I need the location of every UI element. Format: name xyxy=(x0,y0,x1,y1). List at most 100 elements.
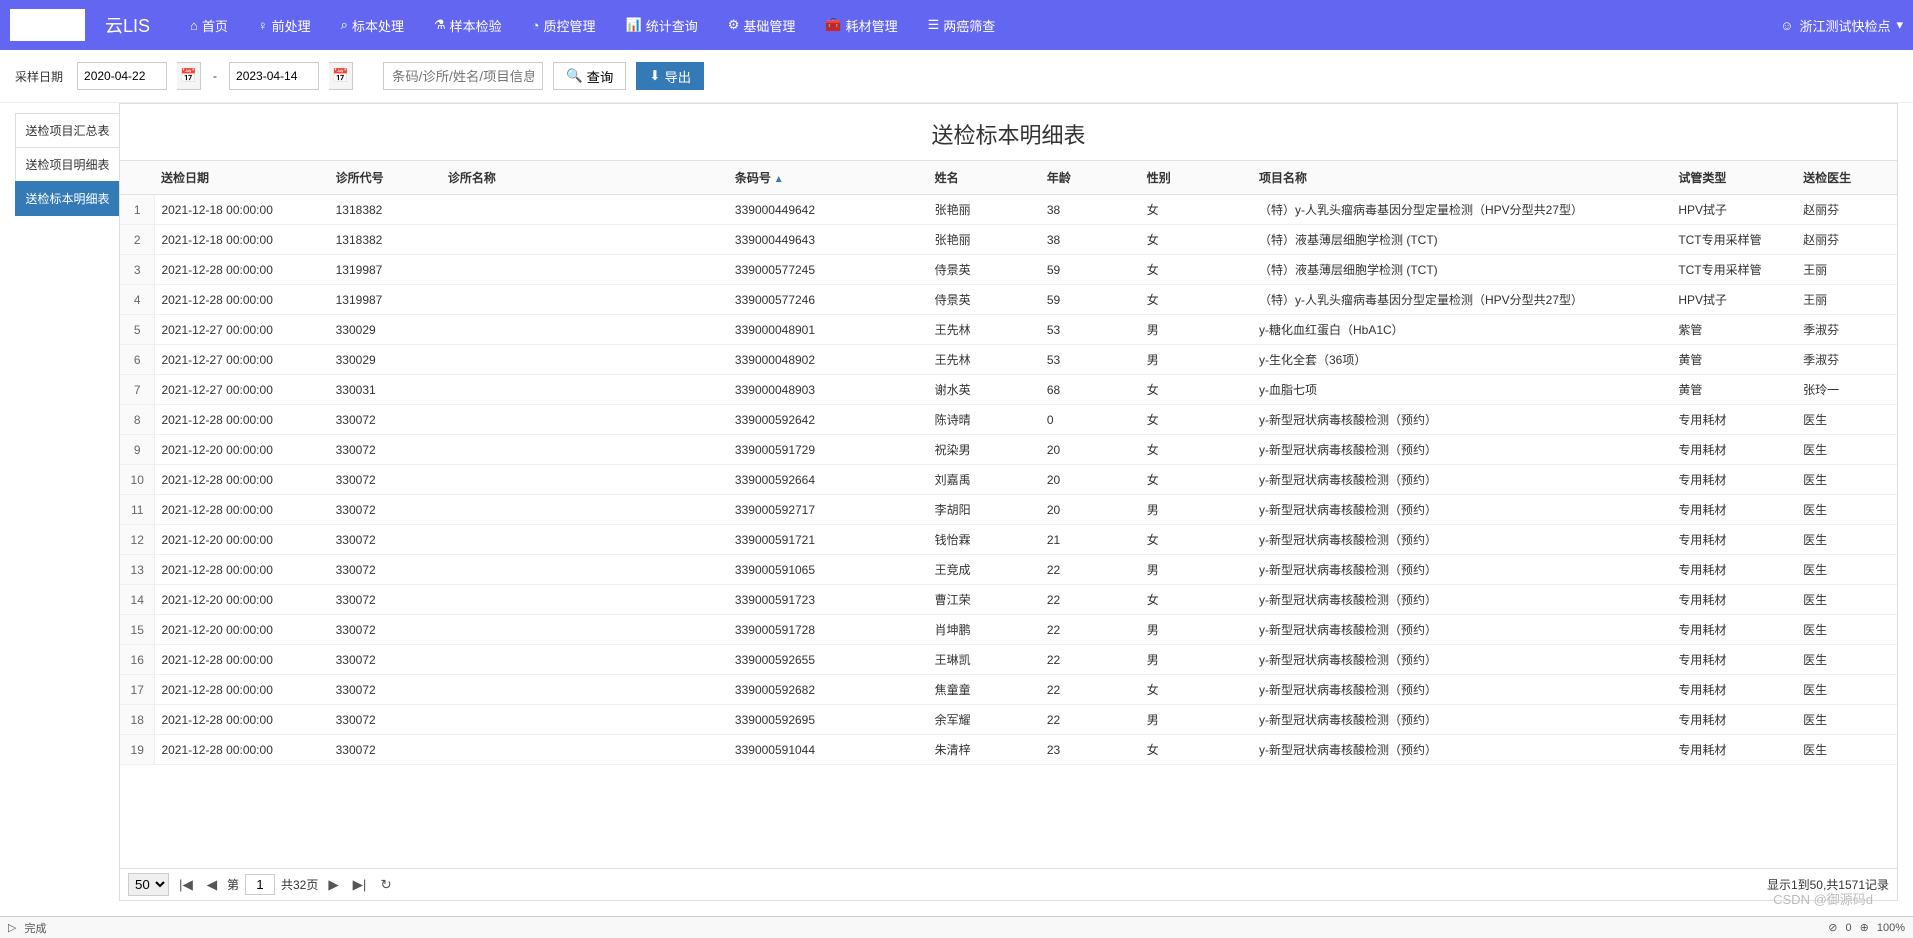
table-cell: 2021-12-28 00:00:00 xyxy=(155,405,330,435)
table-cell: 339000048903 xyxy=(729,375,929,405)
nav-item-4[interactable]: ◔质控管理 xyxy=(532,16,596,35)
nav-item-8[interactable]: ☰两癌筛查 xyxy=(928,16,996,35)
table-cell: 医生 xyxy=(1797,435,1897,465)
export-button[interactable]: ⬇ 导出 xyxy=(636,62,704,90)
table-cell: 张玲一 xyxy=(1797,375,1897,405)
table-cell: 侍景英 xyxy=(929,285,1041,315)
first-page-button[interactable]: |◀ xyxy=(175,875,197,895)
table-row[interactable]: 82021-12-28 00:00:00330072339000592642陈诗… xyxy=(120,405,1897,435)
column-header[interactable]: 送检日期 xyxy=(155,161,330,195)
table-cell: 339000592664 xyxy=(729,465,929,495)
date-to-calendar-button[interactable]: 📅 xyxy=(329,62,353,90)
table-row[interactable]: 32021-12-28 00:00:001319987339000577245侍… xyxy=(120,255,1897,285)
table-row[interactable]: 152021-12-20 00:00:00330072339000591728肖… xyxy=(120,615,1897,645)
table-row[interactable]: 62021-12-27 00:00:00330029339000048902王先… xyxy=(120,345,1897,375)
table-cell: 医生 xyxy=(1797,615,1897,645)
side-tab-0[interactable]: 送检项目汇总表 xyxy=(15,113,120,148)
table-row[interactable]: 192021-12-28 00:00:00330072339000591044朱… xyxy=(120,735,1897,765)
table-row[interactable]: 92021-12-20 00:00:00330072339000591729祝染… xyxy=(120,435,1897,465)
date-to-input[interactable] xyxy=(229,62,319,90)
page-size-select[interactable]: 50 xyxy=(128,873,169,896)
table-cell: （特）液基薄层细胞学检测 (TCT) xyxy=(1253,255,1672,285)
table-cell: 王丽 xyxy=(1797,285,1897,315)
table-cell: 13 xyxy=(120,555,155,585)
table-cell: y-新型冠状病毒核酸检测（预约） xyxy=(1253,525,1672,555)
table-row[interactable]: 132021-12-28 00:00:00330072339000591065王… xyxy=(120,555,1897,585)
column-header[interactable]: 项目名称 xyxy=(1253,161,1672,195)
table-cell xyxy=(442,645,729,675)
search-input[interactable] xyxy=(383,62,543,90)
table-cell: 专用耗材 xyxy=(1672,615,1797,645)
side-tab-1[interactable]: 送检项目明细表 xyxy=(15,147,120,182)
table-cell: y-新型冠状病毒核酸检测（预约） xyxy=(1253,555,1672,585)
table-row[interactable]: 182021-12-28 00:00:00330072339000592695余… xyxy=(120,705,1897,735)
last-page-button[interactable]: ▶| xyxy=(349,875,371,895)
column-header[interactable]: 诊所名称 xyxy=(442,161,729,195)
nav-item-0[interactable]: ⌂首页 xyxy=(190,16,228,35)
table-cell: 22 xyxy=(1041,675,1141,705)
table-cell: y-血脂七项 xyxy=(1253,375,1672,405)
nav-label: 质控管理 xyxy=(544,16,596,35)
table-row[interactable]: 122021-12-20 00:00:00330072339000591721钱… xyxy=(120,525,1897,555)
table-row[interactable]: 102021-12-28 00:00:00330072339000592664刘… xyxy=(120,465,1897,495)
table-cell: 15 xyxy=(120,615,155,645)
table-cell: 330029 xyxy=(330,315,442,345)
table-row[interactable]: 22021-12-18 00:00:001318382339000449643张… xyxy=(120,225,1897,255)
table-row[interactable]: 42021-12-28 00:00:001319987339000577246侍… xyxy=(120,285,1897,315)
table-row[interactable]: 162021-12-28 00:00:00330072339000592655王… xyxy=(120,645,1897,675)
column-header[interactable]: 年龄 xyxy=(1041,161,1141,195)
table-row[interactable]: 172021-12-28 00:00:00330072339000592682焦… xyxy=(120,675,1897,705)
column-header[interactable]: 条码号 ▲ xyxy=(729,161,929,195)
table-cell: 38 xyxy=(1041,195,1141,225)
table-cell: 钱怡霖 xyxy=(929,525,1041,555)
table-cell: HPV拭子 xyxy=(1672,195,1797,225)
date-from-calendar-button[interactable]: 📅 xyxy=(177,62,201,90)
table-cell: 20 xyxy=(1041,435,1141,465)
column-header[interactable]: 性别 xyxy=(1141,161,1253,195)
table-cell: y-新型冠状病毒核酸检测（预约） xyxy=(1253,705,1672,735)
nav-item-6[interactable]: ⚙基础管理 xyxy=(728,16,796,35)
table-cell: 330072 xyxy=(330,465,442,495)
table-cell: y-新型冠状病毒核酸检测（预约） xyxy=(1253,495,1672,525)
play-icon[interactable]: ▷ xyxy=(8,921,16,934)
page-label-post: 共32页 xyxy=(281,876,318,893)
table-row[interactable]: 52021-12-27 00:00:00330029339000048901王先… xyxy=(120,315,1897,345)
next-page-button[interactable]: ▶ xyxy=(324,875,342,895)
column-header[interactable] xyxy=(120,161,155,195)
page-number-input[interactable] xyxy=(245,874,275,895)
nav-item-1[interactable]: ♀前处理 xyxy=(258,16,311,35)
column-header[interactable]: 诊所代号 xyxy=(330,161,442,195)
nav-label: 样本检验 xyxy=(450,16,502,35)
nav-item-5[interactable]: 📊统计查询 xyxy=(626,16,698,35)
nav-item-2[interactable]: ⌕标本处理 xyxy=(341,16,404,35)
table-cell: y-新型冠状病毒核酸检测（预约） xyxy=(1253,645,1672,675)
prev-page-button[interactable]: ◀ xyxy=(203,875,221,895)
table-row[interactable]: 112021-12-28 00:00:00330072339000592717李… xyxy=(120,495,1897,525)
table-cell: 38 xyxy=(1041,225,1141,255)
table-cell: 339000591729 xyxy=(729,435,929,465)
column-header[interactable]: 姓名 xyxy=(929,161,1041,195)
table-row[interactable]: 72021-12-27 00:00:00330031339000048903谢水… xyxy=(120,375,1897,405)
table-cell: 女 xyxy=(1141,675,1253,705)
column-header[interactable]: 试管类型 xyxy=(1672,161,1797,195)
table-cell xyxy=(442,225,729,255)
side-tab-2[interactable]: 送检标本明细表 xyxy=(15,181,120,216)
nav-item-3[interactable]: ⚗样本检验 xyxy=(434,16,502,35)
table-cell: 18 xyxy=(120,705,155,735)
table-cell: （特）y-人乳头瘤病毒基因分型定量检测（HPV分型共27型） xyxy=(1253,285,1672,315)
date-from-input[interactable] xyxy=(77,62,167,90)
table-cell xyxy=(442,555,729,585)
table-cell: 339000591065 xyxy=(729,555,929,585)
table-cell: TCT专用采样管 xyxy=(1672,225,1797,255)
nav-icon: ♀ xyxy=(258,18,268,33)
refresh-button[interactable]: ↻ xyxy=(376,875,395,895)
user-menu[interactable]: ☺ 浙江测试快检点 ▾ xyxy=(1780,16,1903,35)
query-button[interactable]: 🔍 查询 xyxy=(553,62,626,90)
table-row[interactable]: 12021-12-18 00:00:001318382339000449642张… xyxy=(120,195,1897,225)
table-scroll[interactable]: 送检日期诊所代号诊所名称条码号 ▲姓名年龄性别项目名称试管类型送检医生 1202… xyxy=(120,160,1897,868)
column-header[interactable]: 送检医生 xyxy=(1797,161,1897,195)
table-cell: y-生化全套（36项） xyxy=(1253,345,1672,375)
nav-item-7[interactable]: 🧰耗材管理 xyxy=(825,16,897,35)
table-cell xyxy=(442,195,729,225)
table-row[interactable]: 142021-12-20 00:00:00330072339000591723曹… xyxy=(120,585,1897,615)
